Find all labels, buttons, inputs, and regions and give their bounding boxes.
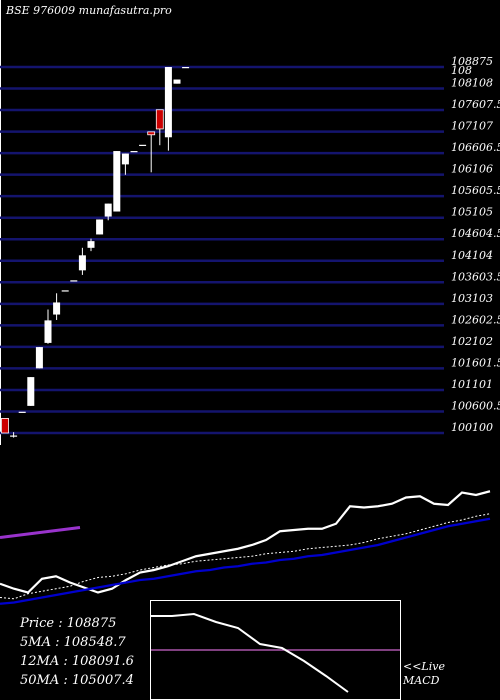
price-tick-label: 104604.5 — [451, 227, 500, 240]
candle-up — [113, 151, 121, 212]
macd-line — [150, 612, 349, 693]
price-tick-label: 108875 — [451, 55, 493, 68]
price-tick-label: 102102 — [451, 335, 493, 348]
candle-up — [70, 280, 78, 282]
candle-up — [61, 290, 69, 292]
macd-label-live: <<Live — [403, 660, 445, 673]
candle-down — [1, 418, 9, 434]
price-tick-overlap-label: 108 — [451, 64, 472, 77]
candle-up — [53, 302, 61, 315]
candle-up — [139, 144, 147, 146]
price-tick-label: 108108 — [451, 77, 493, 90]
price-gridlines — [0, 65, 444, 435]
price-tick-label: 102602.5 — [451, 313, 500, 326]
candle-up — [182, 67, 190, 69]
candle-up — [87, 241, 95, 248]
price-tick-label: 100600.5 — [451, 399, 500, 412]
price-tick-label: 106106 — [451, 163, 493, 176]
candle-up — [18, 411, 26, 413]
price-tick-label: 107107 — [451, 120, 493, 133]
candle-up — [104, 203, 112, 217]
ma12-stat: 12MA : 108091.6 — [20, 654, 134, 669]
price-tick-label: 101101 — [451, 378, 493, 391]
candle-up — [130, 151, 138, 153]
price-tick-label: 103603.5 — [451, 270, 500, 283]
candle-up — [10, 435, 18, 437]
candle-up — [164, 67, 172, 138]
candle-down — [155, 109, 164, 130]
price-tick-label: 104104 — [451, 249, 493, 262]
macd-label: <<Live MACD — [403, 660, 445, 688]
macd-label-title: MACD — [403, 674, 440, 687]
stats-block: Price : 108875 5MA : 108548.7 12MA : 108… — [20, 614, 134, 690]
candle-up — [27, 377, 35, 406]
price-stat: Price : 108875 — [20, 616, 117, 631]
candlestick-series — [1, 67, 190, 438]
candle-up — [44, 320, 52, 343]
price-tick-label: 103103 — [451, 292, 493, 305]
candle-up — [35, 347, 43, 369]
candle-down — [147, 131, 156, 136]
price-tick-label: 106606.5 — [451, 141, 500, 154]
price-tick-label: 105105 — [451, 206, 493, 219]
macd-panel — [150, 600, 401, 700]
price-tick-label: 100100 — [451, 421, 493, 434]
price-axis-labels: 108875 108108 107607.5 107107 106606.5 106106… — [451, 55, 500, 434]
ma-line-slow — [0, 517, 491, 605]
candle-up — [96, 219, 104, 235]
ma-line-dotted — [0, 513, 491, 600]
price-tick-label: 107607.5 — [451, 98, 500, 111]
ma-line-purple — [0, 526, 81, 539]
candle-up — [78, 255, 86, 271]
candle-up — [173, 79, 181, 84]
candle-up — [121, 153, 129, 165]
moving-averages — [0, 490, 491, 605]
ma5-stat: 5MA : 108548.7 — [20, 635, 126, 650]
ma-line-fast — [0, 490, 491, 594]
price-tick-label: 105605.5 — [451, 184, 500, 197]
ma50-stat: 50MA : 105007.4 — [20, 673, 134, 688]
chart-title: BSE 976009 munafasutra.pro — [6, 4, 172, 17]
price-tick-label: 101601.5 — [451, 356, 500, 369]
